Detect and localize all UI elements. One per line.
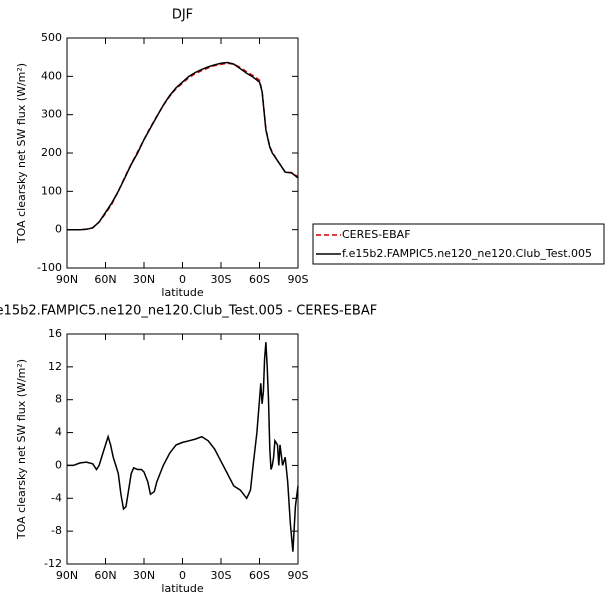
panel-title: DJF	[172, 8, 193, 23]
legend-label: f.e15b2.FAMPIC5.ne120_ne120.Club_Test.00…	[342, 247, 592, 260]
x-tick-label: 90S	[288, 273, 309, 286]
x-axis-label: latitude	[161, 286, 203, 299]
panel-title: f.e15b2.FAMPIC5.ne120_ne120.Club_Test.00…	[0, 304, 377, 319]
y-tick-label: 100	[41, 184, 62, 197]
legend-box	[312, 223, 605, 265]
y-tick-label: 200	[41, 146, 62, 159]
data-line	[67, 342, 299, 552]
x-tick-label: 90S	[288, 569, 309, 582]
y-axis-label: TOA clearsky net SW flux (W/m²)	[15, 359, 28, 540]
plot-frame	[66, 37, 299, 269]
y-axis-label: TOA clearsky net SW flux (W/m²)	[15, 63, 28, 244]
y-tick-label: 500	[41, 31, 62, 44]
x-tick-label: 60S	[249, 569, 270, 582]
y-tick-label: -12	[44, 557, 62, 570]
x-tick-label: 60S	[249, 273, 270, 286]
y-tick-label: 300	[41, 108, 62, 121]
y-tick-label: 400	[41, 69, 62, 82]
x-tick-label: 30N	[133, 273, 155, 286]
x-tick-label: 60N	[94, 273, 116, 286]
y-tick-label: 16	[48, 327, 62, 340]
x-tick-label: 90N	[56, 273, 78, 286]
legend-label: CERES-EBAF	[342, 228, 411, 241]
y-tick-label: -8	[51, 524, 62, 537]
y-tick-label: 12	[48, 360, 62, 373]
y-tick-label: 0	[55, 458, 62, 471]
data-line	[67, 62, 299, 231]
x-tick-label: 30S	[211, 569, 232, 582]
x-tick-label: 90N	[56, 569, 78, 582]
x-tick-label: 30S	[211, 273, 232, 286]
y-tick-label: -4	[51, 491, 62, 504]
x-tick-label: 0	[179, 273, 186, 286]
y-tick-label: -100	[37, 261, 62, 274]
y-tick-label: 0	[55, 223, 62, 236]
x-tick-label: 30N	[133, 569, 155, 582]
x-axis-label: latitude	[161, 582, 203, 595]
x-tick-label: 60N	[94, 569, 116, 582]
data-line	[67, 61, 299, 231]
y-tick-label: 4	[55, 426, 62, 439]
x-tick-label: 0	[179, 569, 186, 582]
plot-frame	[66, 333, 299, 565]
y-tick-label: 8	[55, 393, 62, 406]
